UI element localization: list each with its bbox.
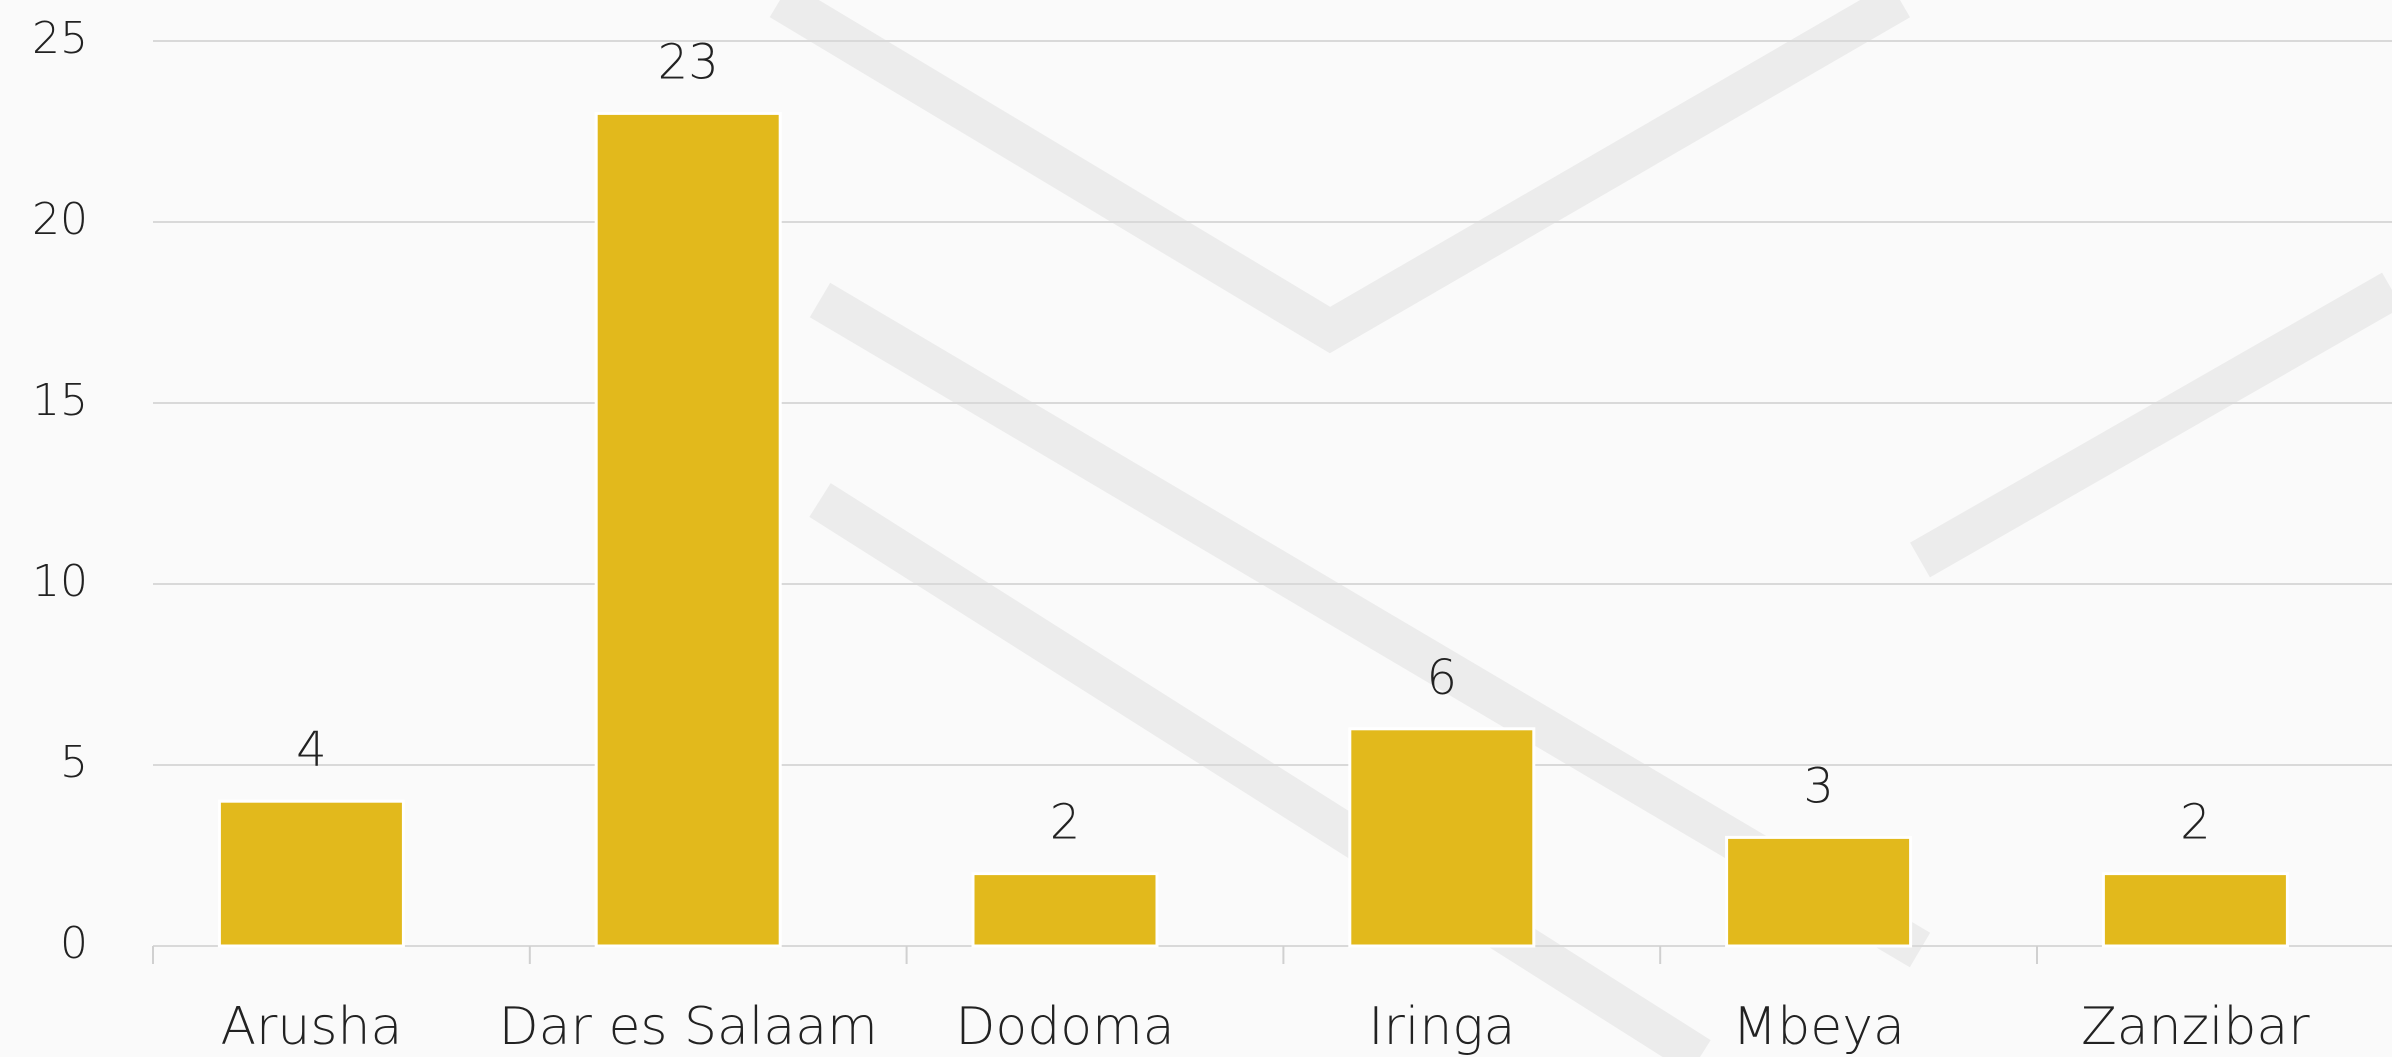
x-tick-label: Zanzibar [2081,997,2310,1057]
y-tick-label: 0 [60,918,88,969]
data-label: 2 [2180,795,2211,851]
bar [1725,835,1913,948]
bar [1348,727,1536,948]
x-tick-label: Mbeya [1732,997,1905,1057]
y-tick-label: 10 [32,556,88,607]
y-tick-label: 5 [60,737,88,788]
data-label: 23 [658,34,719,90]
bar [217,799,405,948]
data-label: 6 [1427,650,1458,706]
x-tick-label: Arusha [220,997,402,1057]
data-label: 2 [1050,795,1081,851]
x-tick-label: Dodoma [955,997,1174,1057]
y-tick-label: 15 [32,375,88,426]
data-label: 3 [1803,758,1834,814]
bar [2101,872,2289,948]
y-tick-label: 20 [32,194,88,245]
y-tick-label: 25 [32,13,88,64]
x-tick-label: Iringa [1368,997,1515,1057]
bar [594,111,782,948]
bar [971,872,1159,948]
x-tick-label: Dar es Salaam [499,997,878,1057]
data-label: 4 [296,722,327,778]
